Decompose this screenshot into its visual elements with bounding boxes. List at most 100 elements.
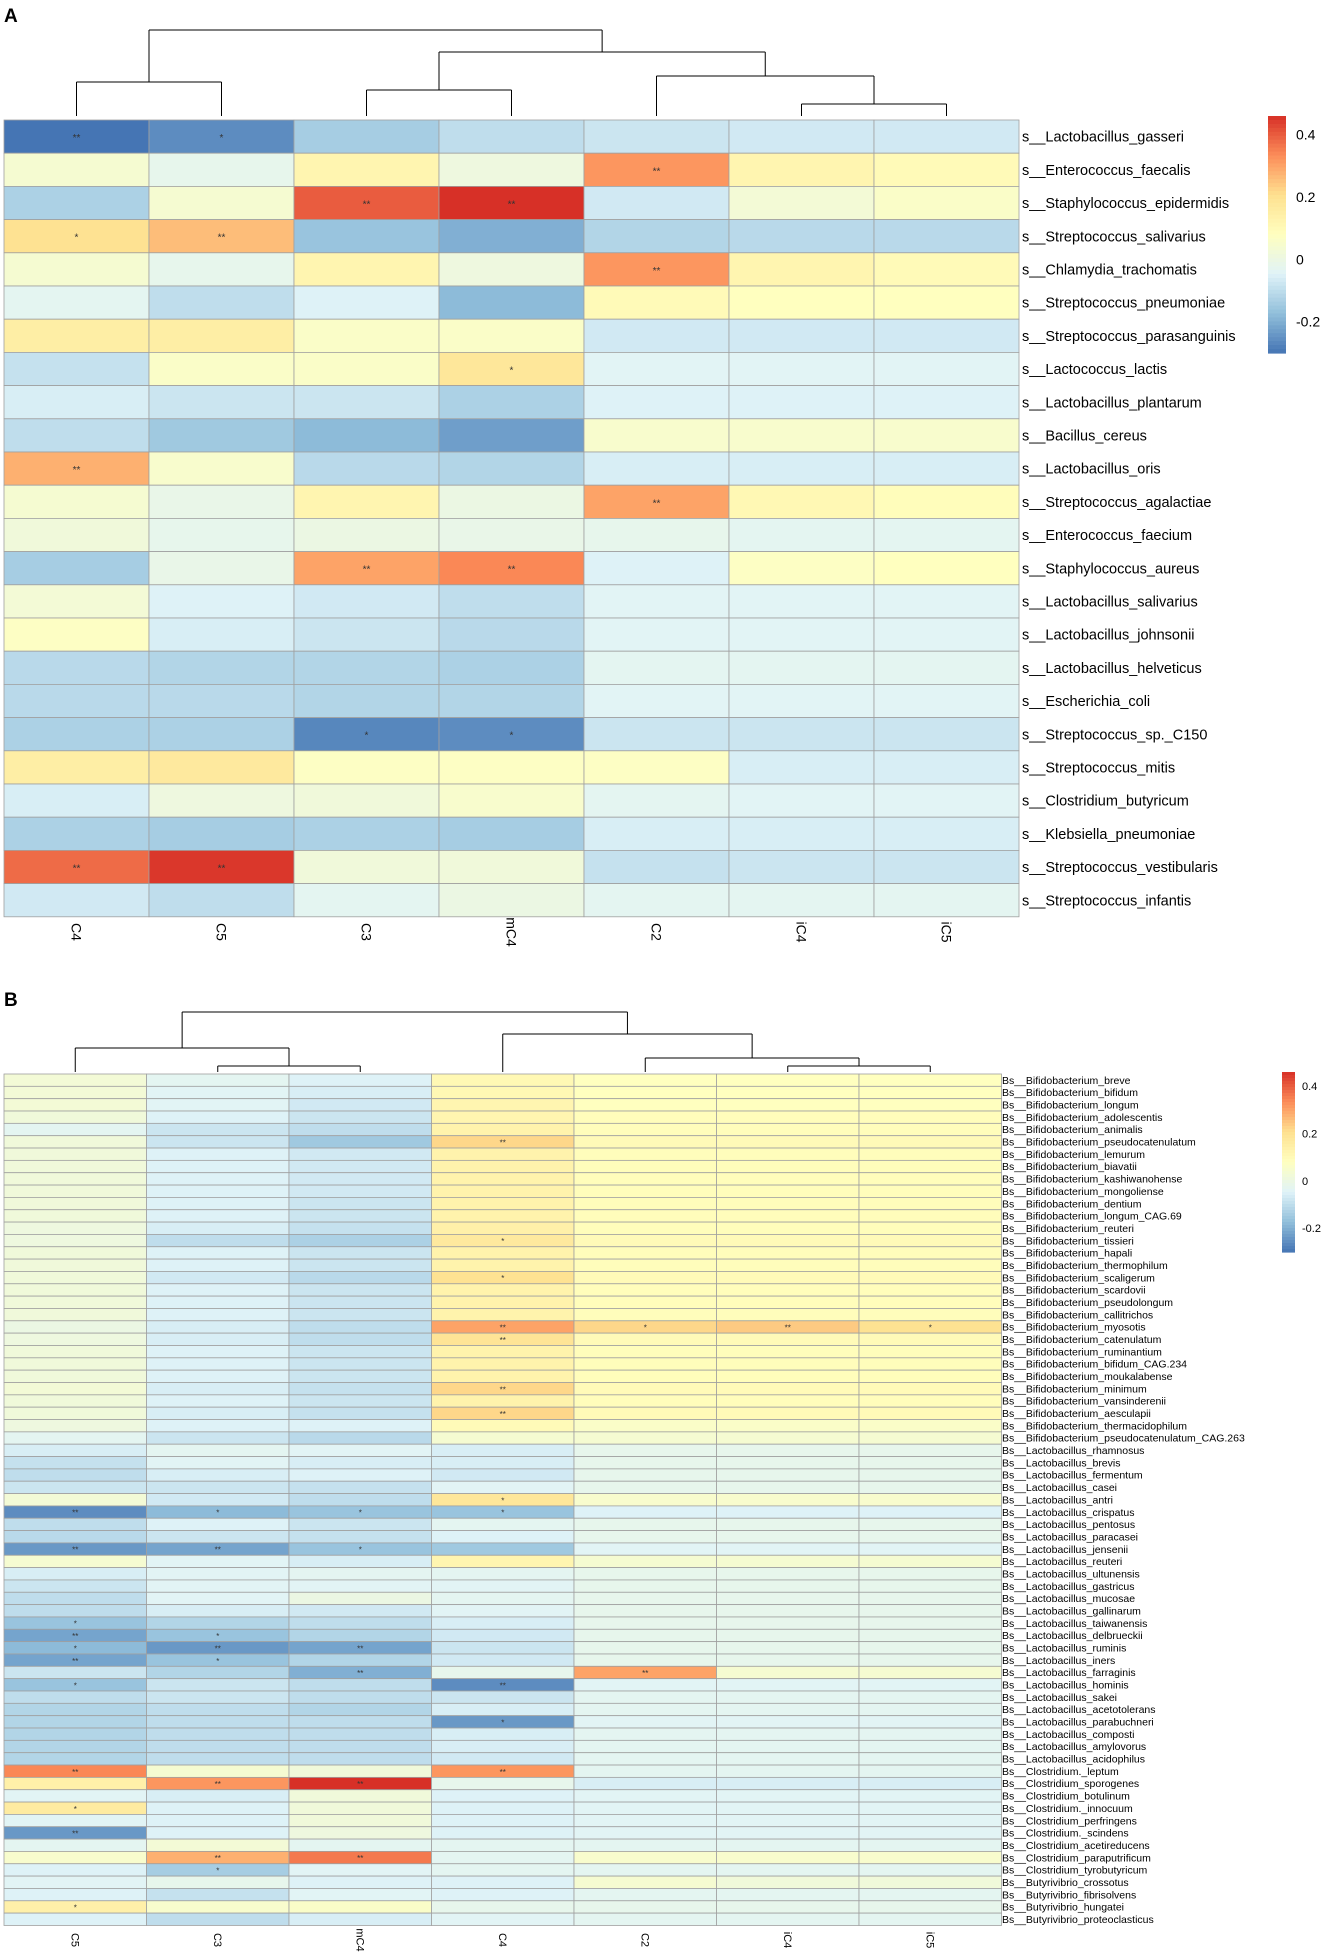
significance-mark: *: [501, 1237, 504, 1246]
legend-color-step: [1282, 1195, 1295, 1199]
legend-color-step: [1268, 341, 1286, 346]
heatmap-panel-a: ** * s__Lactobacillus_gasseri** s__Enteroco…: [3, 29, 1320, 947]
row-label: s__Lactococcus_lactis: [1022, 362, 1167, 378]
heatmap-cell: [728, 518, 875, 553]
heatmap-cell: [288, 1715, 432, 1729]
heatmap-cell: [716, 1332, 860, 1346]
heatmap-cell: [716, 1530, 860, 1544]
heatmap-cell: [858, 1604, 1002, 1618]
significance-mark: **: [508, 565, 516, 576]
row-label: Bs__Lactobacillus_hominis: [1002, 1680, 1129, 1692]
row-label: s__Bacillus_cereus: [1022, 428, 1147, 444]
significance-mark: **: [653, 166, 661, 177]
legend-color-step: [1268, 214, 1286, 220]
heatmap-cell: [431, 1554, 575, 1569]
column-label: mC4: [353, 1928, 365, 1951]
heatmap-cell: [3, 1295, 147, 1309]
heatmap-cell: [3, 1863, 147, 1877]
heatmap-cell: [146, 1875, 290, 1889]
heatmap-cell: [293, 883, 440, 918]
legend-color-step: [1282, 1198, 1295, 1202]
significance-mark: **: [500, 1336, 506, 1345]
row-label: s__Lactobacillus_salivarius: [1022, 594, 1198, 610]
legend-color-step: [1268, 313, 1286, 319]
legend-color-step: [1282, 1150, 1295, 1154]
heatmap-cell: [288, 1789, 432, 1803]
heatmap-cell: [431, 1394, 575, 1408]
heatmap-cell: [146, 1345, 290, 1359]
heatmap-cell: [3, 1789, 147, 1803]
heatmap-cell: [288, 1530, 432, 1544]
heatmap-cell: [573, 1776, 717, 1791]
heatmap-cell: [146, 1184, 290, 1198]
heatmap-cell: [288, 1184, 432, 1198]
heatmap-cell: [288, 1073, 432, 1087]
heatmap-cell: [431, 1789, 575, 1803]
heatmap-cell: [3, 385, 150, 420]
heatmap-cell: [146, 1332, 290, 1346]
row-label: Bs__Lactobacillus_farraginis: [1002, 1667, 1136, 1679]
heatmap-cell: [858, 1591, 1002, 1606]
heatmap-cell: [3, 584, 150, 619]
heatmap-cell: [431, 1098, 575, 1112]
heatmap-cell: [293, 684, 440, 719]
legend-color-step: [1282, 1108, 1295, 1112]
heatmap-cell: [858, 1221, 1002, 1235]
heatmap-cell: [716, 1085, 860, 1100]
heatmap-cell: [148, 551, 295, 586]
heatmap-cell: [858, 1172, 1002, 1186]
heatmap-cell: [3, 1332, 147, 1346]
legend-color-step: [1268, 246, 1286, 251]
heatmap-cell: [146, 1098, 290, 1112]
heatmap-cell: [438, 152, 585, 187]
heatmap-cell: [728, 850, 875, 885]
heatmap-cell: [728, 650, 875, 685]
heatmap-cell: [438, 119, 585, 154]
legend-tick-label: 0.2: [1302, 1128, 1317, 1140]
heatmap-cell: [3, 219, 150, 254]
legend-color-step: [1268, 179, 1286, 184]
heatmap-cell: [716, 1641, 860, 1655]
heatmap-cell: [288, 1579, 432, 1593]
heatmap-cell: [431, 1616, 575, 1630]
heatmap-cell: [573, 1419, 717, 1433]
heatmap-cell: [716, 1456, 860, 1470]
row-label: Bs__Clostridium._innocuum: [1002, 1803, 1133, 1815]
row-label: s__Streptococcus_infantis: [1022, 893, 1191, 909]
heatmap-cell: [858, 1197, 1002, 1211]
heatmap-cell: [728, 418, 875, 453]
legend-color-step: [1282, 1168, 1295, 1172]
heatmap-cell: [288, 1554, 432, 1569]
heatmap-cell: [431, 1727, 575, 1741]
heatmap-cell: [716, 1295, 860, 1309]
heatmap-cell: [431, 1517, 575, 1531]
heatmap-cell: [873, 518, 1020, 553]
row-label: Bs__Bifidobacterium_thermacidophilum: [1002, 1420, 1187, 1432]
legend-color-step: [1282, 1114, 1295, 1118]
heatmap-cell: [3, 1246, 147, 1260]
heatmap-cell: [146, 1197, 290, 1211]
heatmap-cell: [858, 1308, 1002, 1322]
legend-color-step: [1282, 1147, 1295, 1151]
heatmap-cell: [573, 1382, 717, 1396]
significance-mark: *: [216, 1632, 219, 1641]
heatmap-cell: [438, 684, 585, 719]
legend-color-step: [1282, 1126, 1295, 1130]
heatmap-cell: [716, 1727, 860, 1741]
heatmap-cell: [148, 850, 295, 885]
significance-mark: *: [216, 1867, 219, 1876]
heatmap-cell: [146, 1493, 290, 1507]
significance-mark: **: [508, 200, 516, 211]
heatmap-cell: [716, 1480, 860, 1494]
heatmap-cell: [148, 584, 295, 619]
heatmap-cell: [146, 1419, 290, 1433]
heatmap-cell: [288, 1159, 432, 1174]
row-label: Bs__Lactobacillus_amylovorus: [1002, 1741, 1146, 1753]
heatmap-cell: [573, 1690, 717, 1704]
row-label: Bs__Bifidobacterium_breve: [1002, 1075, 1131, 1087]
heatmap-cell: [288, 1628, 432, 1643]
heatmap-cell: [728, 783, 875, 818]
heatmap-cell: [716, 1258, 860, 1272]
heatmap-cell: [288, 1369, 432, 1383]
heatmap-cell: [716, 1221, 860, 1235]
